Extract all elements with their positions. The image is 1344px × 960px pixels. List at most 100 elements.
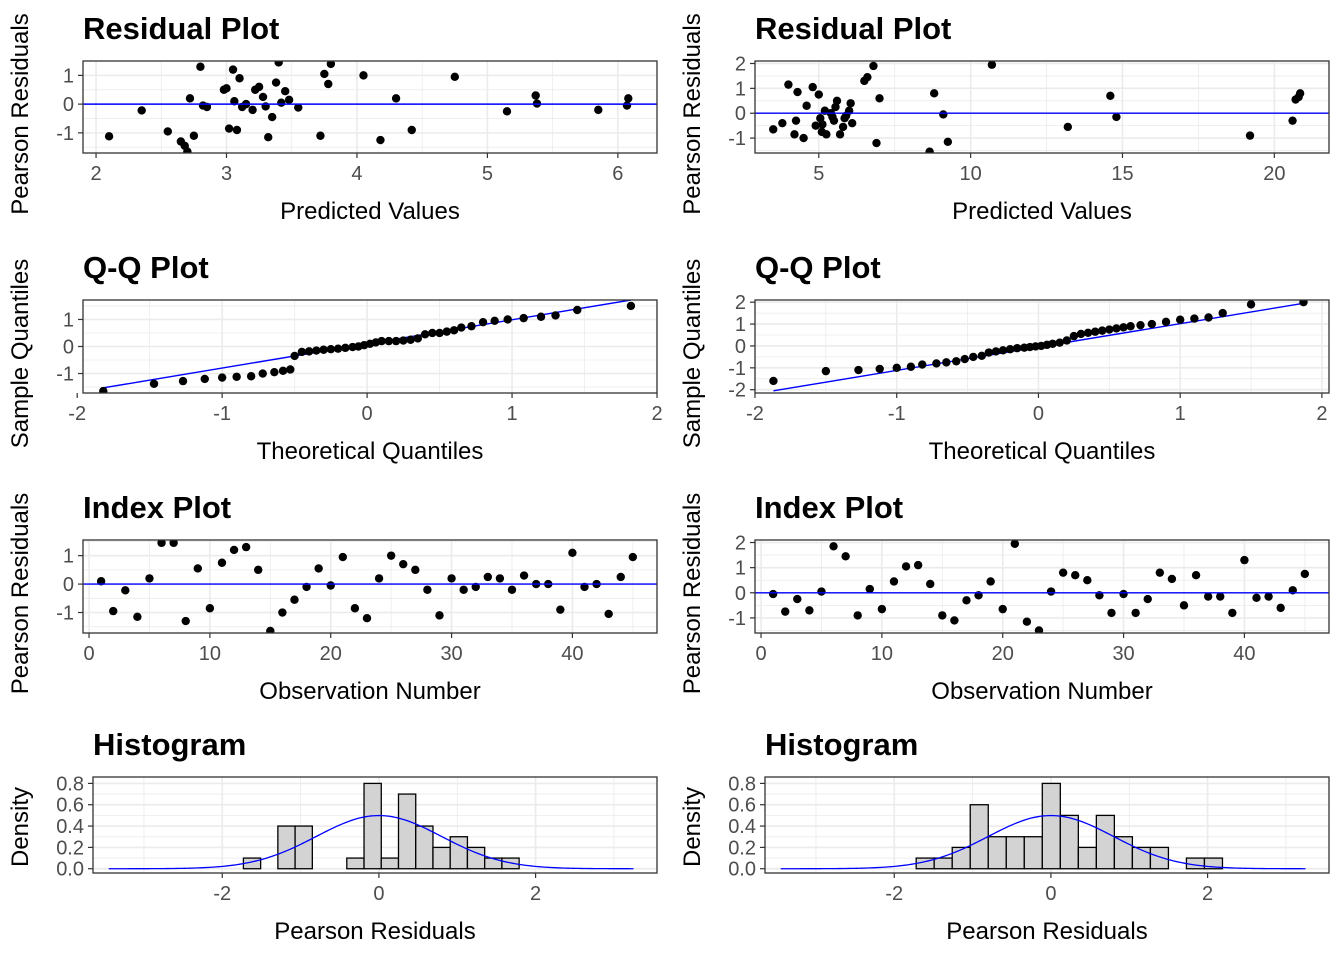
data-point: [1010, 540, 1020, 548]
y-tick-label: 0: [735, 336, 746, 358]
data-point: [943, 137, 953, 147]
data-point: [784, 80, 793, 89]
data-point: [333, 344, 343, 353]
data-point: [793, 594, 802, 604]
data-point: [391, 94, 401, 103]
data-point: [791, 116, 801, 125]
data-point: [442, 327, 452, 336]
data-point: [435, 611, 444, 620]
x-tick-label: 2: [1316, 403, 1327, 425]
data-point: [507, 585, 517, 594]
y-tick-label: -1: [56, 603, 74, 625]
data-point: [202, 102, 212, 112]
data-point: [502, 107, 512, 116]
histogram-bar: [415, 825, 434, 870]
data-point: [248, 105, 257, 115]
data-point: [1246, 300, 1256, 309]
data-point: [1012, 343, 1022, 353]
data-point: [1058, 568, 1068, 577]
x-axis-label: Predicted Values: [952, 198, 1132, 225]
y-tick-label: 0: [63, 574, 74, 596]
data-point: [622, 101, 632, 110]
plot-content: [769, 300, 1308, 392]
x-tick-label: 5: [813, 163, 824, 185]
data-point: [413, 334, 423, 343]
data-point: [1155, 568, 1165, 577]
data-point: [1252, 593, 1261, 603]
data-point: [829, 116, 839, 125]
data-point: [932, 359, 941, 368]
x-tick-label: 15: [1111, 163, 1133, 185]
data-point: [580, 582, 589, 592]
data-point: [1216, 592, 1225, 601]
histogram-bar: [1077, 846, 1098, 870]
data-point: [386, 551, 396, 560]
data-point: [854, 365, 863, 375]
data-point: [768, 589, 778, 599]
data-point: [232, 372, 241, 381]
y-axis-label: Pearson Residuals: [679, 493, 706, 694]
plot-content: [780, 782, 1306, 870]
data-point: [490, 316, 499, 326]
data-point: [304, 347, 314, 356]
histogram-bar: [969, 804, 989, 870]
data-point: [1107, 608, 1116, 618]
data-point: [835, 130, 845, 139]
data-point: [495, 574, 505, 583]
data-point: [435, 328, 444, 338]
data-point: [169, 540, 178, 548]
data-point: [838, 122, 848, 132]
grid: [755, 61, 1329, 153]
data-point: [137, 106, 146, 115]
data-point: [294, 103, 303, 112]
data-point: [278, 608, 287, 617]
data-point: [420, 330, 430, 339]
data-point: [889, 577, 899, 586]
data-point: [991, 347, 1001, 356]
panel-7: -2 0 2 0.00.20.40.60.8 Histogram Pearson Resi…: [679, 727, 1330, 945]
density-curve: [108, 814, 634, 870]
y-tick-label: 0: [63, 94, 74, 116]
data-point: [423, 585, 432, 594]
data-point: [457, 323, 466, 332]
data-point: [1105, 325, 1114, 334]
data-point: [929, 89, 939, 98]
data-point: [869, 61, 878, 71]
data-point: [977, 351, 986, 360]
y-tick-label: 0.2: [56, 837, 84, 859]
data-point: [778, 118, 787, 128]
y-axis-label: Pearson Residuals: [679, 13, 706, 214]
data-point: [818, 120, 827, 129]
y-tick-label: 1: [735, 314, 746, 336]
data-point: [450, 72, 459, 82]
data-point: [1131, 608, 1140, 618]
data-point: [877, 604, 887, 614]
data-point: [193, 564, 202, 573]
y-tick-label: 2: [735, 292, 746, 314]
data-point: [802, 101, 811, 110]
data-point: [1295, 89, 1305, 98]
data-point: [1228, 608, 1237, 618]
data-point: [987, 61, 997, 69]
data-point: [449, 326, 459, 335]
y-tick-label: 0.8: [56, 773, 84, 795]
data-point: [939, 110, 948, 119]
data-point: [471, 582, 480, 592]
data-point: [278, 366, 288, 376]
x-tick-label: -2: [746, 403, 764, 425]
data-point: [235, 74, 244, 83]
data-point: [302, 582, 311, 592]
data-point: [428, 328, 437, 338]
x-tick-label: 0: [1045, 883, 1056, 905]
y-tick-label: 0: [735, 583, 746, 605]
data-point: [264, 132, 273, 142]
data-point: [241, 542, 251, 552]
data-point: [99, 386, 108, 393]
data-point: [326, 581, 335, 590]
data-point: [926, 579, 935, 589]
x-tick-label: 5: [482, 163, 493, 185]
density-curve: [780, 814, 1306, 870]
data-point: [769, 125, 778, 134]
data-point: [817, 587, 826, 596]
histogram-bar: [1041, 782, 1061, 870]
